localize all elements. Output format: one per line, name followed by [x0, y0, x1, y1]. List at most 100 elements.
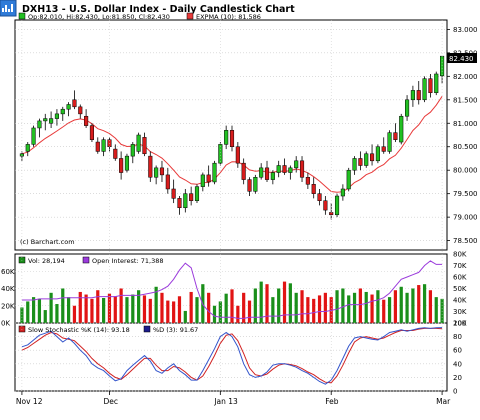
candle-down: [393, 132, 398, 140]
candle-down: [189, 193, 194, 201]
candle-up: [31, 127, 36, 145]
stochastic-lines-layer: [21, 327, 443, 385]
volume-bar: [387, 297, 392, 323]
volume-bar: [224, 293, 228, 323]
volume-bar: [288, 283, 292, 323]
candle-down: [311, 184, 316, 194]
stochastic-tick-label: 60: [453, 347, 462, 355]
date-tick-label: Feb: [325, 397, 339, 406]
volume-bar: [195, 297, 199, 323]
volume-bar: [411, 288, 415, 323]
volume-bar: [300, 290, 304, 323]
volume-bar: [335, 290, 339, 323]
candle-up: [434, 73, 439, 94]
volume-bar: [96, 290, 100, 323]
candle-down: [95, 141, 100, 152]
volume-bar: [253, 288, 257, 323]
volume-bar: [142, 295, 147, 323]
candle-down: [206, 174, 211, 183]
volume-bar: [137, 290, 141, 323]
volume-bar: [341, 288, 345, 323]
volume-bar: [26, 301, 30, 323]
candle-down: [305, 176, 310, 185]
volume-bar: [399, 286, 403, 323]
price-tick-label: 79.500: [453, 190, 478, 198]
volume-axes: 0K 20K 40K 60K 20K 30K 40K 50K 60K 70K 80K: [1, 251, 467, 328]
price-tick-label: 81.000: [453, 120, 478, 128]
stochastic-tick-label: 20: [453, 374, 462, 382]
volume-bar: [364, 291, 368, 323]
candles-layer: [19, 55, 445, 220]
volume-bar: [242, 292, 246, 323]
logo-bars-icon: [2, 4, 13, 12]
volume-bar: [49, 292, 53, 323]
volume-bar: [271, 297, 275, 323]
candle-down: [72, 99, 77, 108]
volume-bar: [125, 297, 129, 323]
volume-bar: [440, 298, 444, 323]
price-panel-frame: [14, 19, 448, 251]
candle-up: [294, 160, 299, 169]
candle-up: [270, 172, 275, 180]
candle-up: [364, 153, 369, 166]
volume-bar: [218, 301, 222, 323]
volume-tick-label: 0K: [1, 320, 10, 328]
oi-tick-label: 60K: [453, 274, 467, 282]
price-tick-label: 79.000: [453, 214, 478, 222]
candle-up: [194, 186, 200, 201]
open-interest-layer: [21, 260, 443, 319]
candle-up: [49, 118, 54, 124]
candle-up: [60, 108, 65, 115]
candle-down: [177, 198, 182, 209]
volume-bar: [119, 288, 123, 323]
stoch-d-legend-swatch: [143, 325, 151, 333]
volume-bar: [78, 291, 82, 323]
volume-bar: [306, 297, 310, 323]
volume-bar: [370, 294, 374, 323]
volume-bar: [347, 295, 351, 323]
oi-tick-label: 50K: [453, 285, 467, 293]
candle-down: [148, 155, 153, 178]
volume-bar: [277, 288, 281, 323]
candle-up: [375, 146, 380, 162]
volume-bar: [61, 288, 65, 323]
volume-bar: [113, 296, 117, 323]
candle-down: [159, 167, 165, 176]
candle-down: [142, 137, 147, 155]
watermark: (c) Barchart.com: [20, 238, 75, 246]
candle-down: [369, 153, 375, 162]
date-tick-label: Mar: [436, 397, 451, 406]
candle-up: [259, 167, 264, 178]
candle-down: [358, 158, 363, 166]
volume-bar: [102, 297, 106, 323]
candle-down: [264, 167, 270, 180]
volume-bar: [177, 296, 182, 323]
volume-tick-label: 40K: [1, 285, 15, 293]
oi-tick-label: 20K: [453, 320, 467, 328]
candle-down: [84, 115, 89, 126]
date-tick-label: Jan 13: [213, 397, 238, 406]
candle-up: [54, 113, 59, 119]
candle-up: [101, 139, 106, 152]
candle-up: [346, 169, 351, 190]
candle-down: [428, 78, 433, 94]
candle-up: [399, 115, 404, 143]
candle-down: [171, 188, 176, 199]
volume-bars-layer: [20, 281, 444, 323]
candle-down: [282, 165, 287, 173]
candle-down: [247, 179, 252, 192]
candle-down: [113, 148, 118, 159]
volume-bar: [236, 305, 240, 323]
volume-bar: [358, 288, 362, 323]
candle-down: [381, 146, 386, 152]
last-price-tag: [447, 53, 477, 63]
volume-bar: [247, 300, 252, 323]
candle-up: [218, 144, 223, 164]
stochastic-tick-label: 80: [453, 333, 462, 341]
volume-bar: [166, 300, 170, 323]
candle-up: [154, 167, 159, 178]
price-tick-label: 83.000: [453, 26, 478, 34]
price-legend-ohlc: Op:82.010, Hi:82.430, Lo:81.850, Cl:82.4…: [28, 13, 170, 21]
candle-up: [19, 153, 24, 157]
